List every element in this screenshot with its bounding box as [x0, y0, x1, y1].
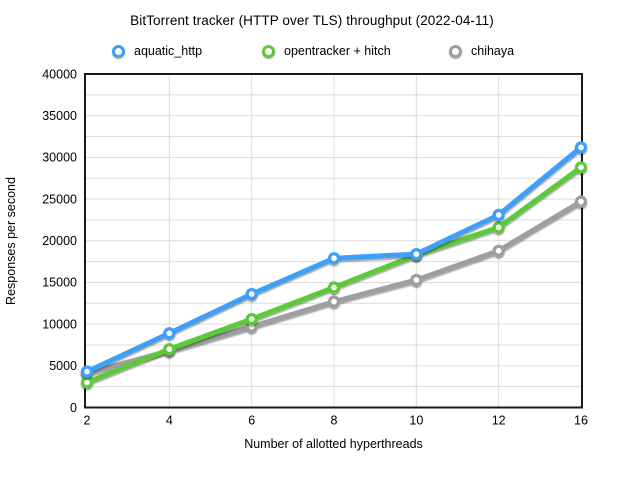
- x-tick-label: 2: [84, 414, 91, 428]
- x-tick-label: 6: [248, 414, 255, 428]
- legend-label-aquatic-http: aquatic_http: [134, 44, 203, 58]
- data-point: [492, 244, 505, 257]
- legend-marker-opentracker-hitch-icon: [262, 44, 275, 58]
- legend-marker-chihaya-icon: [449, 44, 462, 58]
- x-tick-label: 4: [166, 414, 173, 428]
- y-tick-label: 20000: [42, 234, 77, 248]
- plot-border: [84, 73, 583, 409]
- data-point: [327, 295, 341, 308]
- chart-title: BitTorrent tracker (HTTP over TLS) throu…: [130, 13, 494, 28]
- y-tick-label: 30000: [42, 151, 77, 165]
- y-tick-label: 15000: [42, 276, 77, 290]
- data-point: [574, 195, 588, 208]
- data-point: [410, 247, 423, 261]
- y-tick-label: 0: [70, 401, 77, 415]
- y-tick-label: 5000: [49, 359, 77, 373]
- legend-item-opentracker-hitch: opentracker + hitch: [262, 44, 391, 58]
- data-point: [245, 312, 258, 326]
- data-point: [574, 141, 588, 154]
- data-point: [163, 342, 176, 356]
- y-axis-title: Responses per second: [4, 177, 18, 305]
- x-tick-label: 8: [331, 414, 338, 428]
- x-axis-title: Number of allotted hyperthreads: [244, 437, 423, 451]
- y-tick-label: 25000: [42, 192, 77, 206]
- data-point: [410, 273, 423, 287]
- legend-item-chihaya: chihaya: [449, 44, 514, 58]
- legend-label-chihaya: chihaya: [471, 44, 515, 58]
- data-point: [80, 365, 94, 378]
- data-point: [492, 208, 505, 222]
- y-tick-label: 40000: [42, 67, 77, 81]
- data-point: [327, 281, 341, 294]
- data-point: [80, 376, 94, 389]
- x-tick-label: 12: [492, 414, 506, 428]
- legend-marker-aquatic-http-icon: [112, 44, 125, 58]
- x-tick-label: 10: [409, 414, 423, 428]
- data-point: [492, 221, 505, 234]
- y-tick-label: 35000: [42, 109, 77, 123]
- data-point: [163, 327, 176, 340]
- x-tick-label: 16: [574, 414, 588, 428]
- legend-label-opentracker-hitch: opentracker + hitch: [284, 44, 391, 58]
- series-aquatic-http: [80, 141, 588, 378]
- data-point: [574, 161, 588, 174]
- data-point: [245, 287, 258, 301]
- data-point: [327, 252, 341, 265]
- legend-item-aquatic-http: aquatic_http: [112, 44, 202, 58]
- y-tick-label: 10000: [42, 317, 77, 331]
